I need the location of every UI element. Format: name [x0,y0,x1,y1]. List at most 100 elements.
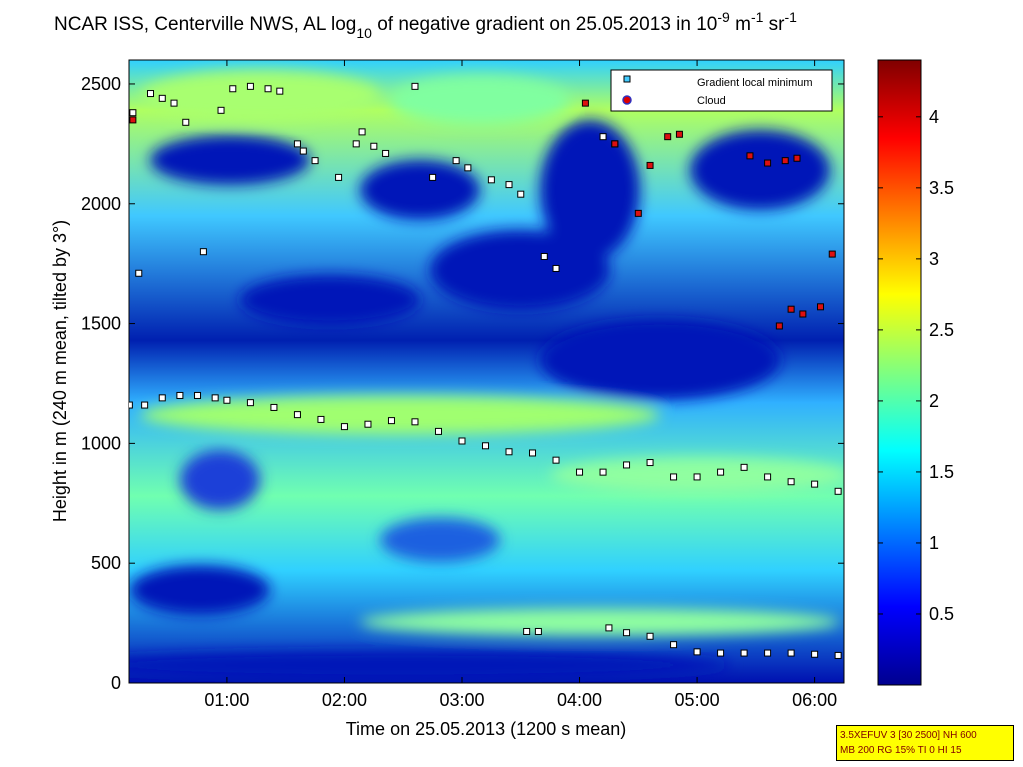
gradient-minimum-marker [370,142,378,150]
cloud-marker [816,303,824,311]
x-tick-label: 05:00 [675,690,720,710]
cloud-marker [581,99,589,107]
gradient-minimum-marker [429,173,437,181]
gradient-minimum-marker [335,173,343,181]
colorbar-tick-label: 2 [929,391,939,411]
gradient-minimum-marker [246,82,254,90]
gradient-minimum-marker [764,649,772,657]
gradient-minimum-marker [576,468,584,476]
gradient-minimum-marker [517,190,525,198]
gradient-minimum-marker [458,437,466,445]
gradient-minimum-marker [623,461,631,469]
gradient-minimum-marker [141,401,149,409]
gradient-minimum-marker [811,480,819,488]
gradient-minimum-marker [299,147,307,155]
gradient-minimum-marker [276,87,284,95]
gradient-minimum-marker [147,90,155,98]
colorbar [877,59,922,686]
gradient-minimum-marker [552,264,560,272]
x-axis-label: Time on 25.05.2013 (1200 s mean) [346,719,627,739]
gradient-minimum-marker [358,128,366,136]
gradient-minimum-marker [717,468,725,476]
gradient-minimum-marker [211,394,219,402]
x-tick-label: 06:00 [792,690,837,710]
colorbar-tick-label: 2.5 [929,320,954,340]
y-tick-label: 2000 [81,194,121,214]
annotation-line-1: 3.5XEFUV 3 [30 2500] NH 600 [840,730,977,741]
colorbar-tick-label: 4 [929,107,939,127]
gradient-minimum-marker [552,456,560,464]
cloud-marker [634,209,642,217]
x-tick-label: 04:00 [557,690,602,710]
x-axis: 01:00 02:00 03:00 04:00 05:00 06:00 [204,60,837,710]
gradient-minimum-marker [834,487,842,495]
y-tick-label: 2500 [81,74,121,94]
cloud-marker [611,140,619,148]
gradient-minimum-marker [293,411,301,419]
gradient-minimum-marker [646,632,654,640]
gradient-minimum-marker [787,478,795,486]
gradient-minimum-marker [811,650,819,658]
gradient-minimum-marker [411,82,419,90]
gradient-minimum-marker [505,448,513,456]
cloud-marker [664,133,672,141]
y-tick-label: 0 [111,673,121,693]
cloud-marker [787,305,795,313]
cloud-marker [781,157,789,165]
y-axis: 0 500 1000 1500 2000 2500 [81,74,844,693]
legend-entry-gradient: Gradient local minimum [697,77,813,89]
settings-annotation: 3.5XEFUV 3 [30 2500] NH 600 MB 200 RG 15… [836,725,1014,761]
gradient-minimum-marker [523,627,531,635]
gradient-minimum-marker [599,468,607,476]
gradient-minimum-marker [670,641,678,649]
legend-circle-icon [622,95,632,105]
cloud-marker [799,310,807,318]
gradient-minimum-marker [693,648,701,656]
gradient-minimum-marker [529,449,537,457]
gradient-minimum-marker [646,459,654,467]
cloud-marker [746,152,754,160]
gradient-minimum-marker [605,624,613,632]
gradient-minimum-marker [623,629,631,637]
gradient-minimum-marker [482,442,490,450]
gradient-minimum-marker [229,85,237,93]
gradient-minimum-marker [534,627,542,635]
gradient-minimum-marker [311,157,319,165]
colorbar-tick-label: 1.5 [929,462,954,482]
gradient-minimum-marker [293,140,301,148]
plot-frame [128,59,845,684]
gradient-minimum-marker [317,415,325,423]
gradient-minimum-marker [129,109,137,117]
gradient-minimum-marker [599,133,607,141]
x-tick-label: 03:00 [439,690,484,710]
colorbar-tick-label: 1 [929,533,939,553]
gradient-minimum-marker [158,94,166,102]
cloud-marker [775,322,783,330]
gradient-minimum-marker [787,649,795,657]
x-tick-label: 01:00 [204,690,249,710]
colorbar-tick-label: 0.5 [929,604,954,624]
gradient-minimum-marker [129,401,133,409]
gradient-minimum-marker [270,403,278,411]
gradient-minimum-marker [135,269,143,277]
gradient-minimum-marker [764,473,772,481]
gradient-minimum-marker [717,649,725,657]
gradient-minimum-marker [411,418,419,426]
gradient-minimum-marker [176,391,184,399]
gradient-minimum-marker [170,99,178,107]
gradient-minimum-marker [158,394,166,402]
gradient-minimum-marker [387,417,395,425]
chart-title: NCAR ISS, Centerville NWS, AL log10 of n… [54,9,797,41]
y-tick-label: 1000 [81,433,121,453]
gradient-minimum-marker [199,248,207,256]
gradient-minimum-marker [194,391,202,399]
gradient-minimum-marker [834,651,842,659]
gradient-minimum-marker [223,396,231,404]
heatmap-field [129,60,844,683]
gradient-minimum-marker [382,149,390,157]
legend-entry-cloud: Cloud [697,95,726,107]
gradient-minimum-marker [217,106,225,114]
annotation-line-2: MB 200 RG 15% TI 0 HI 15 [840,745,962,756]
x-tick-label: 02:00 [322,690,367,710]
